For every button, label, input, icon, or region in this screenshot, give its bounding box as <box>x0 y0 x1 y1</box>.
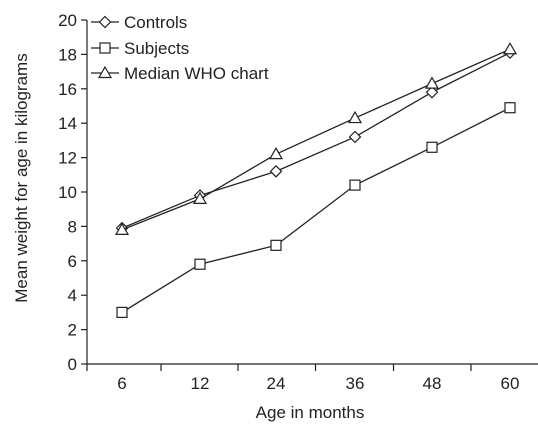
y-tick-label: 4 <box>68 286 77 305</box>
y-tick-label: 6 <box>68 252 77 271</box>
legend-label: Median WHO chart <box>124 64 269 83</box>
y-tick-label: 12 <box>58 149 77 168</box>
y-tick-label: 14 <box>58 114 77 133</box>
x-tick-label: 48 <box>423 374 442 393</box>
data-point-square <box>194 258 206 270</box>
legend: Controls Subjects Median WHO chart <box>91 13 269 83</box>
y-axis-title: Mean weight for age in kilograms <box>12 53 31 302</box>
y-tick-label: 0 <box>68 355 77 374</box>
data-point-triangle <box>268 146 284 160</box>
legend-marker-diamond <box>98 15 112 29</box>
series-layer <box>114 42 518 318</box>
x-tick-label: 24 <box>267 374 286 393</box>
data-point-square <box>349 179 361 191</box>
y-axis: 0 2 4 6 8 10 12 14 16 18 20 <box>58 11 88 374</box>
data-point-diamond <box>269 165 283 178</box>
data-point-square <box>116 306 128 318</box>
x-axis-title: Age in months <box>256 403 365 422</box>
legend-item: Controls <box>91 13 187 32</box>
series-line <box>121 48 511 231</box>
y-tick-label: 8 <box>68 217 77 236</box>
series-square <box>116 102 516 318</box>
data-point-triangle <box>114 222 130 235</box>
series-line <box>121 107 511 313</box>
data-point-triangle <box>347 110 363 124</box>
x-tick-label: 12 <box>191 374 210 393</box>
data-point-triangle <box>424 76 440 89</box>
data-point-square <box>504 102 516 114</box>
x-axis: 6 12 24 36 48 60 <box>86 363 538 393</box>
y-tick-label: 20 <box>58 11 77 30</box>
data-point-triangle <box>502 42 518 55</box>
y-tick-label: 10 <box>58 183 77 202</box>
y-tick-label: 2 <box>68 321 77 340</box>
x-tick-label: 36 <box>346 374 365 393</box>
x-tick-label: 6 <box>117 374 126 393</box>
data-point-triangle <box>192 191 208 204</box>
series-triangle <box>114 42 518 235</box>
legend-label: Subjects <box>124 39 189 58</box>
data-point-diamond <box>425 85 439 99</box>
legend-marker-triangle <box>97 65 113 79</box>
data-point-square <box>426 141 438 153</box>
data-point-square <box>270 239 282 251</box>
legend-marker-square <box>99 42 111 54</box>
series-line <box>121 52 511 229</box>
legend-item: Subjects <box>91 39 189 58</box>
legend-label: Controls <box>124 13 187 32</box>
y-tick-label: 16 <box>58 80 77 99</box>
legend-item: Median WHO chart <box>91 64 269 83</box>
x-tick-label: 60 <box>501 374 520 393</box>
y-tick-label: 18 <box>58 45 77 64</box>
data-point-diamond <box>348 130 362 144</box>
